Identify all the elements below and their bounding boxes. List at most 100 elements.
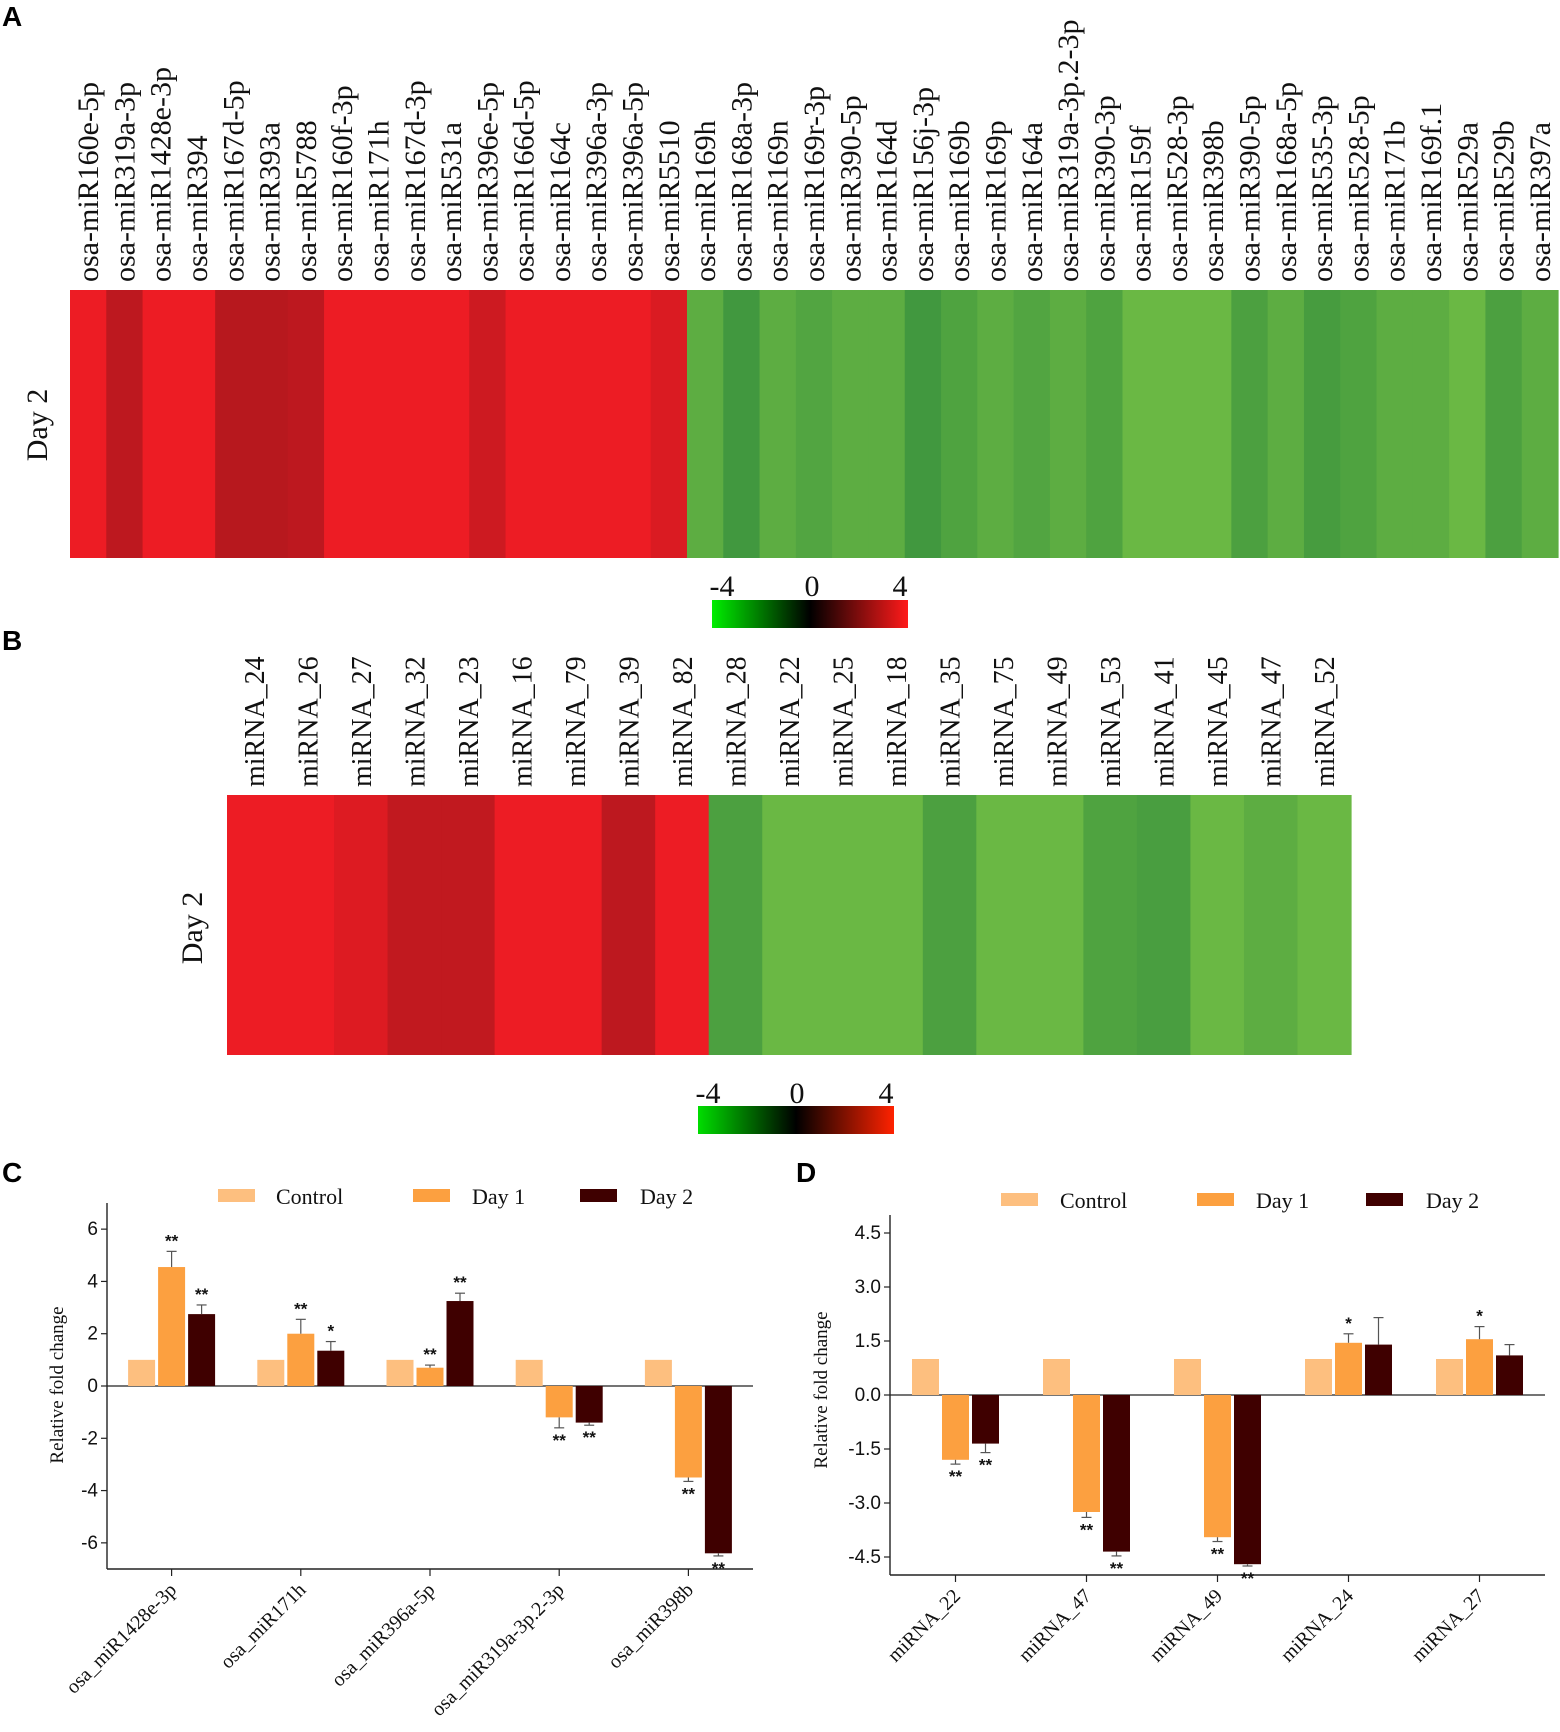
heatmap-cell [215, 290, 253, 558]
bar [257, 1359, 285, 1386]
heatmap-column-label: osa-miR168a-5p [1270, 82, 1303, 282]
heatmap-cell [280, 795, 335, 1055]
significance-mark: ** [165, 1231, 179, 1250]
heatmap-column-label: miRNA_49 [1043, 656, 1074, 787]
bar [704, 1386, 732, 1554]
heatmap-cell [1195, 290, 1232, 558]
significance-mark: ** [195, 1285, 209, 1304]
heatmap-column-label: osa-miR169h [689, 120, 722, 282]
heatmap-cell [548, 795, 603, 1055]
heatmap-column-label: miRNA_27 [347, 656, 378, 787]
bar-chart-c-ylabel: Relative fold change [47, 1306, 68, 1463]
heatmap-cell [106, 290, 144, 558]
heatmap-cell [287, 290, 325, 558]
heatmap-column-label: miRNA_47 [1257, 656, 1288, 787]
significance-mark: ** [949, 1467, 963, 1486]
heatmap-cell [977, 290, 1015, 558]
x-category-label: miRNA_49 [1145, 1585, 1227, 1667]
bar [644, 1359, 672, 1386]
heatmap-cell [469, 290, 507, 558]
heatmap-b-row-label: Day 2 [176, 892, 209, 964]
legend-d-day2: Day 2 [1426, 1188, 1479, 1213]
y-tick-label: 4 [87, 1271, 98, 1292]
y-tick-label: -1.5 [848, 1439, 881, 1460]
colorbar-b-max: 4 [879, 1077, 894, 1110]
significance-mark: ** [979, 1456, 993, 1475]
heatmap-column-label: osa-miR393a [254, 122, 287, 282]
legend-c-day2: Day 2 [640, 1184, 693, 1209]
significance-mark: ** [1241, 1569, 1255, 1588]
heatmap-b: miRNA_24 miRNA_26 miRNA_27 miRNA_32 miRNA_23… [227, 656, 1352, 1055]
bar [1305, 1359, 1332, 1395]
heatmap-cell [868, 290, 906, 558]
heatmap-column-label: miRNA_25 [829, 656, 860, 787]
heatmap-column-label: osa-miR166d-5p [508, 80, 541, 282]
heatmap-column-label: miRNA_82 [668, 656, 699, 787]
bar [1204, 1395, 1231, 1538]
heatmap-column-label: osa-miR528-3p [1161, 95, 1194, 282]
heatmap-cell [708, 795, 763, 1055]
heatmap-cell [396, 290, 434, 558]
heatmap-cell [227, 795, 282, 1055]
bar [1174, 1359, 1201, 1395]
heatmap-cell [686, 290, 724, 558]
y-tick-label: -3.0 [848, 1493, 881, 1514]
heatmap-column-label: miRNA_18 [882, 656, 913, 787]
heatmap-column-label: osa-miR390-3p [1088, 95, 1121, 282]
panel-letter-c: C [2, 1157, 22, 1188]
significance-mark: ** [423, 1345, 437, 1364]
bar [575, 1386, 603, 1423]
heatmap-cell [1190, 795, 1245, 1055]
colorbar-a-max: 4 [893, 570, 908, 603]
heatmap-column-label: miRNA_22 [775, 656, 806, 787]
x-category-label: osa_miR396a-5p [327, 1579, 439, 1691]
significance-mark: ** [583, 1428, 597, 1447]
y-tick-label: 1.5 [855, 1331, 881, 1352]
heatmap-column-label: osa-miR396a-5p [617, 82, 650, 282]
heatmap-cell [578, 290, 615, 558]
heatmap-cell [601, 795, 656, 1055]
legend-d-day1: Day 1 [1256, 1188, 1309, 1213]
heatmap-cell [1049, 290, 1087, 558]
y-tick-label: 6 [87, 1219, 98, 1240]
heatmap-column-label: osa-miR390-5p [1234, 95, 1267, 282]
heatmap-cell [922, 795, 977, 1055]
heatmap-column-label: osa-miR398b [1197, 120, 1230, 282]
panel-letter-b: B [2, 625, 22, 656]
heatmap-column-label: osa-miR159f [1125, 125, 1158, 282]
heatmap-cell [334, 795, 389, 1055]
significance-mark: ** [1110, 1559, 1124, 1578]
heatmap-column-label: miRNA_79 [561, 656, 592, 787]
heatmap-cell [1297, 795, 1352, 1055]
heatmap-cell [70, 290, 107, 558]
legend-c: Control Day 1 Day 2 [218, 1184, 693, 1209]
heatmap-a-row-label: Day 2 [21, 389, 54, 461]
bar [446, 1301, 474, 1386]
heatmap-column-label: miRNA_39 [614, 656, 645, 787]
bar [942, 1395, 969, 1460]
bar [912, 1359, 939, 1395]
significance-mark: ** [553, 1431, 567, 1450]
y-tick-label: 0 [87, 1376, 98, 1397]
y-tick-label: -4.5 [848, 1547, 881, 1568]
bar [1436, 1359, 1463, 1395]
heatmap-column-label: miRNA_23 [454, 656, 485, 787]
heatmap-column-label: osa-miR171h [362, 120, 395, 282]
heatmap-cell [815, 795, 870, 1055]
bar [1466, 1339, 1493, 1395]
heatmap-column-label: osa-miR169r-3p [798, 86, 831, 282]
heatmap-cell [142, 290, 180, 558]
heatmap-cell [1029, 795, 1084, 1055]
x-category-label: osa_miR1428e-3p [62, 1579, 181, 1698]
heatmap-column-label: miRNA_26 [293, 656, 324, 787]
heatmap-column-label: osa-miR397a [1524, 122, 1557, 282]
legend-c-day1: Day 1 [472, 1184, 525, 1209]
bar [128, 1359, 156, 1386]
heatmap-cell [387, 795, 442, 1055]
significance-mark: ** [682, 1484, 696, 1503]
heatmap-cell [869, 795, 924, 1055]
legend-c-control-swatch [218, 1189, 255, 1202]
heatmap-column-label: osa-miR531a [435, 122, 468, 282]
x-category-label: osa_miR319a-3p.2-3p [427, 1579, 569, 1721]
heatmap-column-label: osa-miR156j-3p [907, 87, 940, 282]
